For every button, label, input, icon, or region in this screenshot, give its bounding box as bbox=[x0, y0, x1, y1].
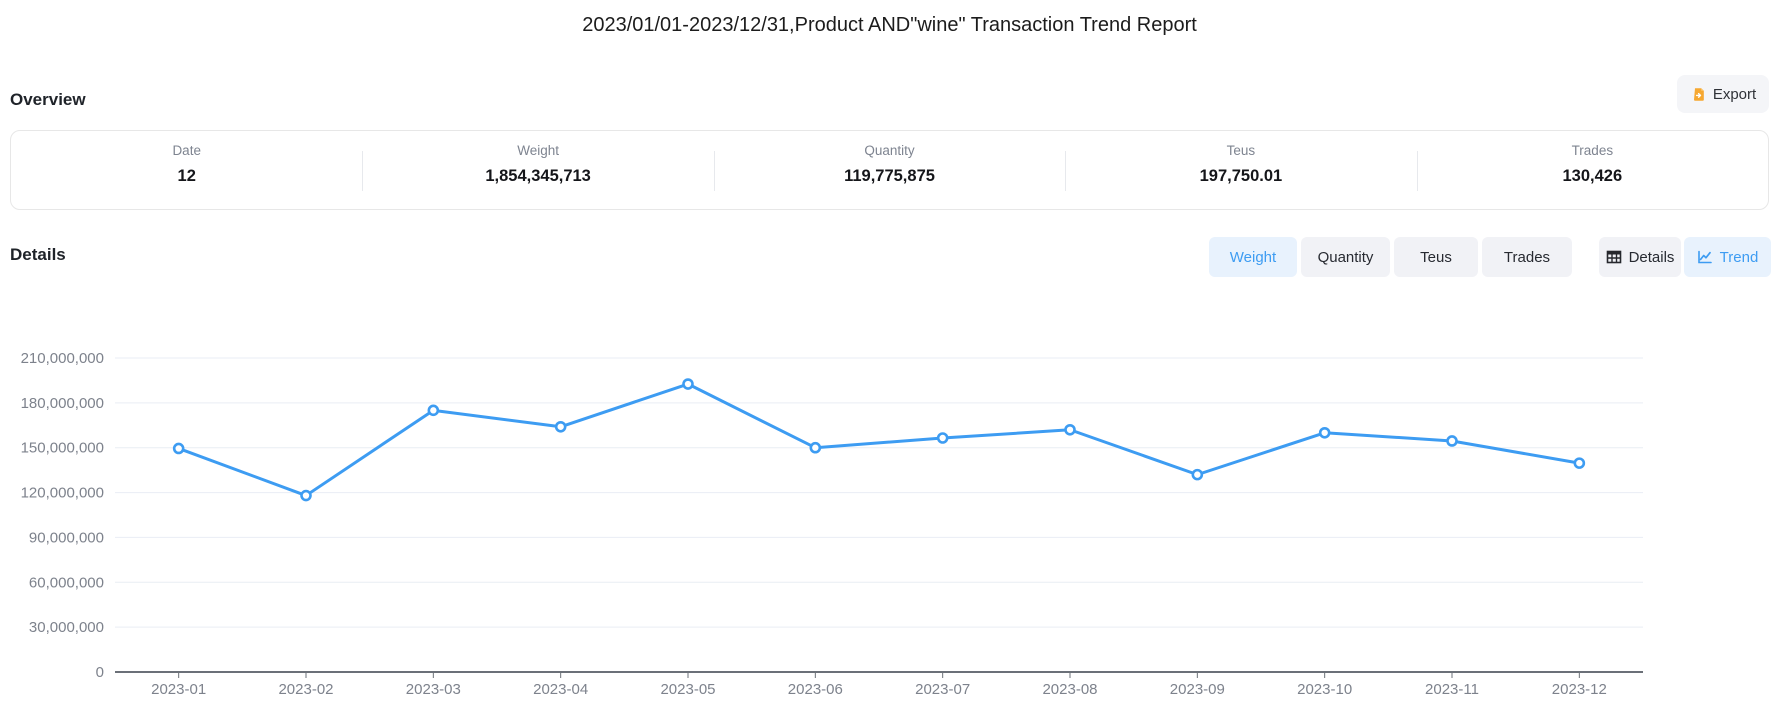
y-axis-tick-label: 180,000,000 bbox=[21, 395, 104, 412]
data-point[interactable] bbox=[554, 420, 567, 433]
x-axis-tick-label: 2023-08 bbox=[1042, 681, 1097, 698]
metric-tab-quantity[interactable]: Quantity bbox=[1301, 237, 1390, 277]
export-file-icon bbox=[1690, 86, 1707, 103]
x-axis-tick-label: 2023-02 bbox=[278, 681, 333, 698]
stat-teus: Teus 197,750.01 bbox=[1065, 131, 1416, 209]
stat-label: Teus bbox=[1226, 143, 1256, 158]
data-point[interactable] bbox=[1064, 423, 1076, 436]
metric-tab-weight[interactable]: Weight bbox=[1209, 237, 1297, 277]
y-axis-tick-label: 0 bbox=[96, 664, 104, 681]
stat-value: 197,750.01 bbox=[1199, 167, 1283, 185]
data-point[interactable] bbox=[427, 404, 440, 417]
data-point[interactable] bbox=[809, 441, 822, 454]
y-axis-tick-label: 150,000,000 bbox=[21, 440, 104, 457]
x-axis-tick-label: 2023-12 bbox=[1552, 681, 1607, 698]
data-point[interactable] bbox=[300, 489, 312, 502]
stat-trades: Trades 130,426 bbox=[1416, 131, 1768, 209]
y-axis-tick-label: 60,000,000 bbox=[29, 574, 104, 591]
x-axis-tick-label: 2023-11 bbox=[1425, 681, 1479, 698]
details-heading: Details bbox=[10, 245, 66, 264]
export-button[interactable]: Export bbox=[1677, 75, 1769, 113]
metric-tab-teus[interactable]: Teus bbox=[1394, 237, 1478, 277]
stat-weight: Weight 1,854,345,713 bbox=[362, 131, 713, 209]
data-point[interactable] bbox=[1191, 468, 1204, 481]
page-title: 2023/01/01-2023/12/31,Product AND"wine" … bbox=[582, 14, 1197, 36]
x-axis-tick-label: 2023-01 bbox=[151, 681, 206, 698]
weight-trend-line-chart[interactable]: 0 30,000,000 60,000,000 90,000,000 120,000,0… bbox=[0, 300, 1779, 703]
metric-tab-label: Quantity bbox=[1317, 248, 1374, 266]
view-tab-label: Details bbox=[1628, 248, 1675, 266]
view-tab-label: Trend bbox=[1719, 248, 1759, 266]
x-axis-tick-label: 2023-05 bbox=[660, 681, 715, 698]
x-axis-tick-label: 2023-10 bbox=[1297, 681, 1352, 698]
stat-date: Date 12 bbox=[11, 131, 362, 209]
metric-tab-label: Trades bbox=[1503, 248, 1551, 266]
table-icon bbox=[1606, 249, 1622, 265]
metric-tab-label: Weight bbox=[1229, 248, 1277, 266]
stat-quantity: Quantity 119,775,875 bbox=[713, 131, 1065, 209]
data-point[interactable] bbox=[936, 432, 949, 444]
data-point[interactable] bbox=[1573, 457, 1586, 469]
export-button-label: Export bbox=[1712, 85, 1757, 103]
x-axis-tick-label: 2023-03 bbox=[406, 681, 461, 698]
y-axis-tick-label: 30,000,000 bbox=[29, 619, 104, 636]
data-point[interactable] bbox=[1318, 426, 1331, 439]
y-axis-tick-label: 90,000,000 bbox=[29, 529, 104, 546]
y-axis-tick-label: 120,000,000 bbox=[21, 485, 104, 502]
metric-tab-trades[interactable]: Trades bbox=[1482, 237, 1572, 277]
x-axis-tick-label: 2023-04 bbox=[533, 681, 588, 698]
stat-value: 119,775,875 bbox=[844, 167, 935, 185]
data-point[interactable] bbox=[172, 442, 185, 455]
overview-stats-card: Date 12 Weight 1,854,345,713 Quantity 11… bbox=[10, 130, 1769, 210]
stat-label: Trades bbox=[1571, 143, 1614, 158]
x-axis-tick-label: 2023-07 bbox=[915, 681, 970, 698]
data-point[interactable] bbox=[682, 378, 694, 390]
stat-label: Date bbox=[172, 143, 201, 158]
trend-icon bbox=[1697, 249, 1713, 265]
stat-label: Quantity bbox=[864, 143, 915, 158]
stat-label: Weight bbox=[517, 143, 559, 158]
metric-tab-label: Teus bbox=[1420, 248, 1452, 266]
stat-value: 1,854,345,713 bbox=[485, 167, 591, 185]
x-axis-tick-label: 2023-09 bbox=[1170, 681, 1225, 698]
y-axis-tick-label: 210,000,000 bbox=[21, 350, 104, 367]
stat-value: 130,426 bbox=[1562, 167, 1623, 185]
stat-value: 12 bbox=[177, 167, 196, 185]
data-point[interactable] bbox=[1446, 435, 1458, 447]
view-tab-trend[interactable]: Trend bbox=[1684, 237, 1771, 277]
overview-heading: Overview bbox=[10, 90, 86, 109]
view-tab-details[interactable]: Details bbox=[1599, 237, 1681, 277]
x-axis-tick-label: 2023-06 bbox=[788, 681, 843, 698]
trend-line bbox=[177, 382, 1581, 498]
